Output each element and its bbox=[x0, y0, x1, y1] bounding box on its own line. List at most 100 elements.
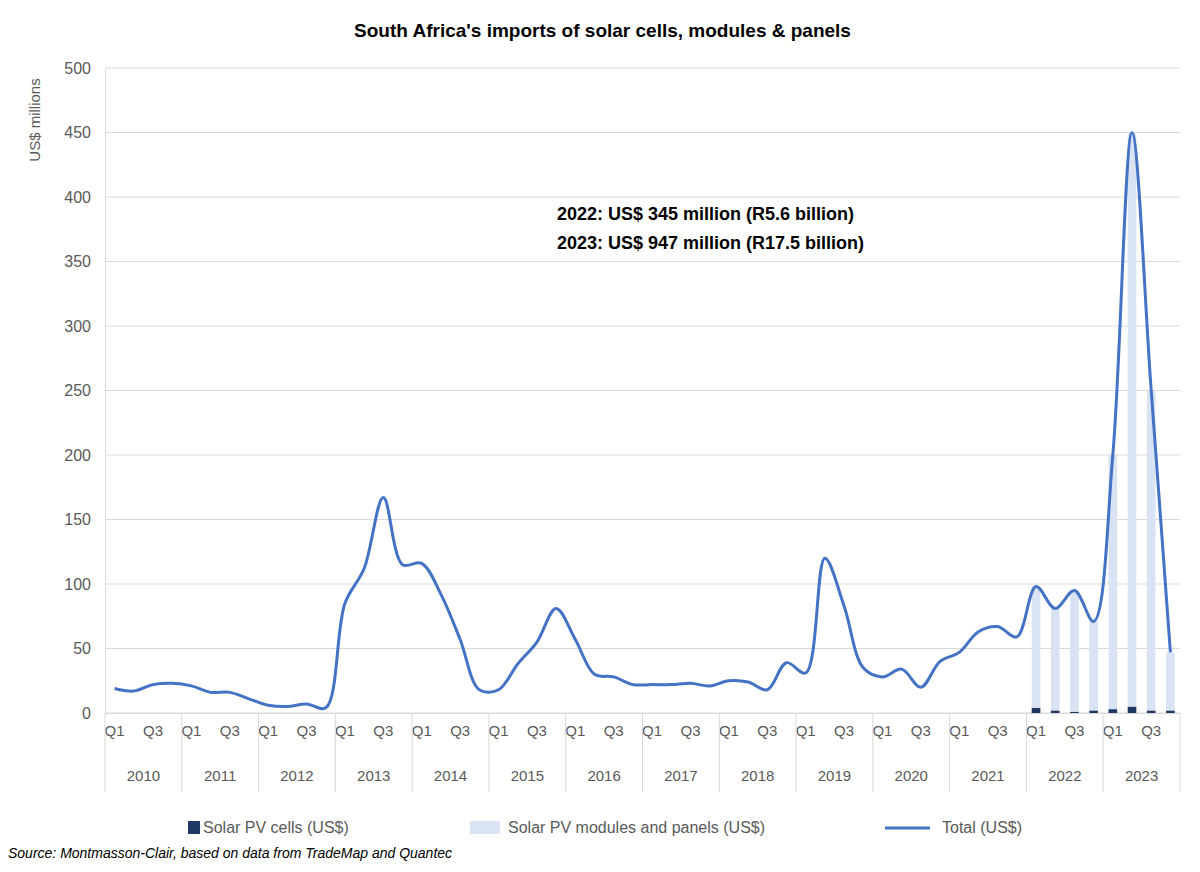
y-tick-label: 0 bbox=[82, 705, 91, 722]
plot-area bbox=[115, 132, 1175, 713]
x-tick-label: Q1 bbox=[258, 722, 278, 739]
group-separator bbox=[488, 713, 489, 792]
legend-label: Total (US$) bbox=[942, 819, 1022, 836]
x-tick: Q1 bbox=[642, 722, 662, 739]
group-label: 2015 bbox=[511, 767, 544, 784]
y-tick-label: 400 bbox=[64, 189, 91, 206]
x-tick-label: Q1 bbox=[489, 722, 509, 739]
y-tick: 400 bbox=[64, 189, 105, 206]
grid-line bbox=[105, 261, 1180, 262]
group-label: 2011 bbox=[204, 767, 236, 784]
x-tick: Q1 bbox=[796, 722, 816, 739]
group-separator bbox=[1026, 713, 1027, 792]
annotation: 2022: US$ 345 million (R5.6 billion) bbox=[557, 204, 854, 224]
y-tick: 100 bbox=[64, 576, 105, 593]
grid-line bbox=[105, 197, 1180, 198]
legend-item: Solar PV modules and panels (US$) bbox=[470, 819, 765, 836]
group-separator bbox=[719, 713, 720, 792]
x-tick-label: Q1 bbox=[565, 722, 585, 739]
bar bbox=[1166, 652, 1175, 710]
x-tick-label: Q3 bbox=[297, 722, 317, 739]
y-tick-label: 200 bbox=[64, 447, 91, 464]
y-tick-label: 100 bbox=[64, 576, 91, 593]
source: Source: Montmasson-Clair, based on data … bbox=[8, 845, 452, 861]
group-label: 2012 bbox=[280, 767, 313, 784]
group-label: 2019 bbox=[818, 767, 851, 784]
x-tick: Q1 bbox=[412, 722, 432, 739]
x-tick: Q1 bbox=[489, 722, 509, 739]
legend-label: Solar PV cells (US$) bbox=[203, 819, 349, 836]
bar bbox=[1089, 621, 1098, 710]
group-separator bbox=[412, 713, 413, 792]
x-tick-label: Q1 bbox=[1026, 722, 1046, 739]
group-label: 2013 bbox=[357, 767, 390, 784]
bar bbox=[1070, 590, 1079, 711]
x-tick: Q3 bbox=[757, 722, 777, 739]
x-tick-label: Q3 bbox=[680, 722, 700, 739]
x-tick-label: Q3 bbox=[988, 722, 1008, 739]
chart: South Africa's imports of solar cells, m… bbox=[0, 0, 1200, 872]
x-tick: Q3 bbox=[1141, 722, 1161, 739]
x-tick: Q3 bbox=[988, 722, 1008, 739]
x-tick: Q3 bbox=[220, 722, 240, 739]
x-tick: Q1 bbox=[565, 722, 585, 739]
x-tick-label: Q1 bbox=[796, 722, 816, 739]
legend-swatch bbox=[885, 827, 930, 830]
y-tick-label: 50 bbox=[73, 640, 91, 657]
grid bbox=[105, 68, 1180, 713]
group-label: 2010 bbox=[127, 767, 160, 784]
x-tick: Q3 bbox=[680, 722, 700, 739]
x-tick: Q3 bbox=[450, 722, 470, 739]
x-tick: Q1 bbox=[1026, 722, 1046, 739]
x-tick-label: Q3 bbox=[1064, 722, 1084, 739]
group-separator bbox=[1180, 713, 1181, 792]
x-tick: Q3 bbox=[1064, 722, 1084, 739]
group-separator bbox=[949, 713, 950, 792]
x-tick-label: Q3 bbox=[527, 722, 547, 739]
y-tick-label: 250 bbox=[64, 382, 91, 399]
x-tick-label: Q3 bbox=[757, 722, 777, 739]
x-tick: Q3 bbox=[373, 722, 393, 739]
grid-line bbox=[105, 68, 1180, 69]
bar bbox=[1128, 707, 1137, 713]
x-tick: Q3 bbox=[604, 722, 624, 739]
x-tick: Q1 bbox=[105, 722, 125, 739]
legend-swatch bbox=[188, 821, 200, 834]
legend-label: Solar PV modules and panels (US$) bbox=[508, 819, 765, 836]
x-tick: Q3 bbox=[911, 722, 931, 739]
grid-line bbox=[105, 132, 1180, 133]
group-separator bbox=[181, 713, 182, 792]
grid-line bbox=[105, 390, 1180, 391]
y-axis-line bbox=[105, 69, 106, 714]
group-separator bbox=[1103, 713, 1104, 792]
x-tick-label: Q3 bbox=[1141, 722, 1161, 739]
x-tick-label: Q1 bbox=[412, 722, 432, 739]
x-tick: Q1 bbox=[258, 722, 278, 739]
y-tick: 50 bbox=[73, 640, 105, 657]
bar bbox=[1108, 709, 1117, 713]
y-tick: 200 bbox=[64, 447, 105, 464]
x-groups: 2010201120122013201420152016201720182019… bbox=[105, 713, 1180, 792]
x-tick-label: Q3 bbox=[220, 722, 240, 739]
y-tick-label: 350 bbox=[64, 253, 91, 270]
group-separator bbox=[872, 713, 873, 792]
y-tick-label: 500 bbox=[64, 60, 91, 77]
grid-line bbox=[105, 584, 1180, 585]
group-label: 2018 bbox=[741, 767, 774, 784]
grid-line bbox=[105, 519, 1180, 520]
bar bbox=[1089, 710, 1098, 713]
annotation: 2023: US$ 947 million (R17.5 billion) bbox=[557, 233, 864, 253]
y-tick-label: 300 bbox=[64, 318, 91, 335]
x-tick: Q1 bbox=[181, 722, 201, 739]
group-separator bbox=[642, 713, 643, 792]
y-tick: 350 bbox=[64, 253, 105, 270]
bar bbox=[1166, 710, 1175, 713]
grid-line bbox=[105, 455, 1180, 456]
background bbox=[0, 0, 1200, 872]
legend-item: Solar PV cells (US$) bbox=[188, 819, 349, 836]
x-tick-label: Q1 bbox=[1103, 722, 1123, 739]
y-tick: 250 bbox=[64, 382, 105, 399]
y-tick-label: 150 bbox=[64, 511, 91, 528]
x-tick-label: Q3 bbox=[143, 722, 163, 739]
legend-swatch bbox=[470, 821, 500, 834]
